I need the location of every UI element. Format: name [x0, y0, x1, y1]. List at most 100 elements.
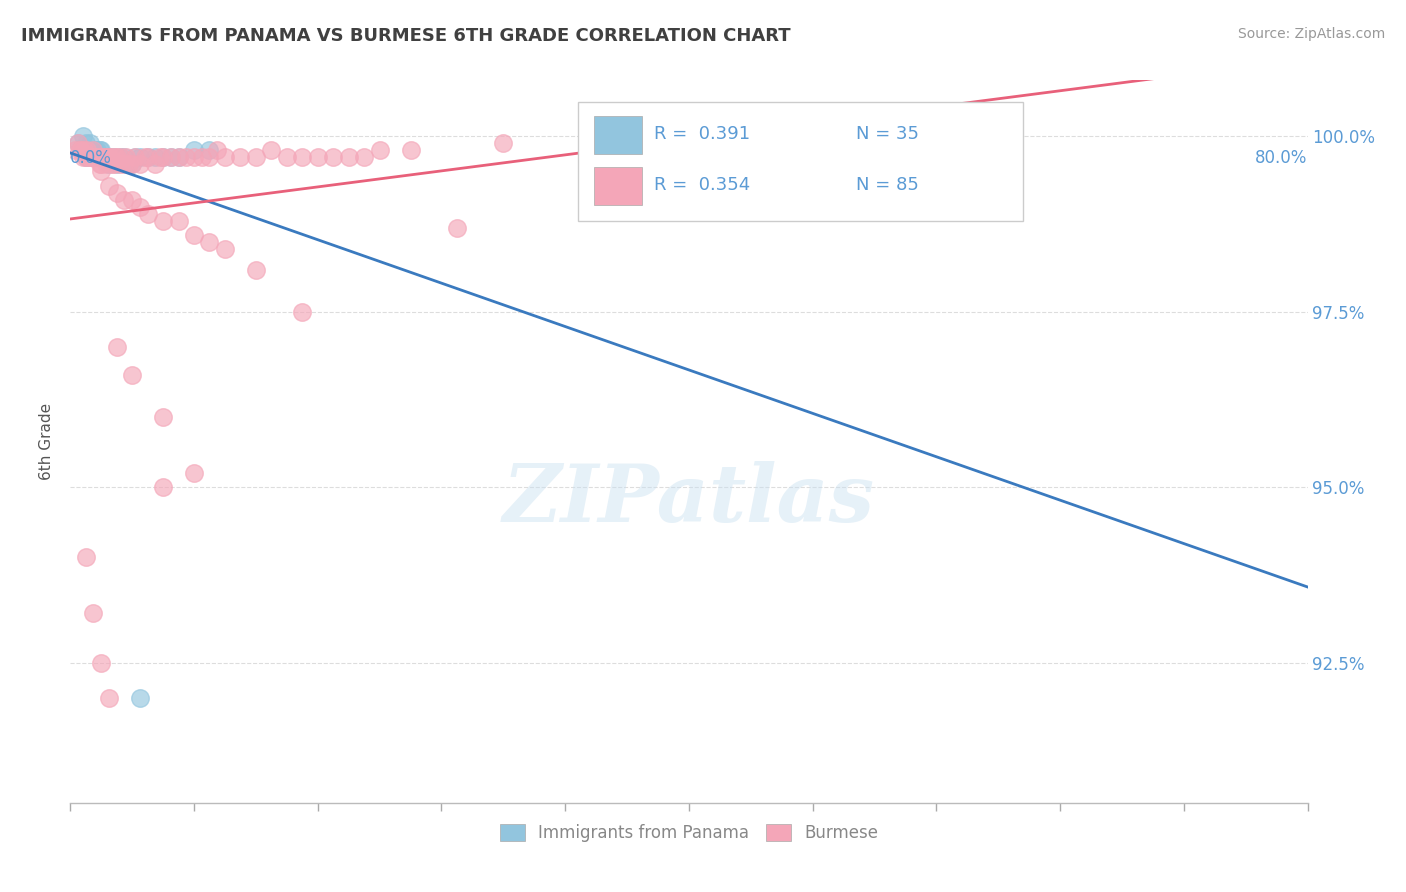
Point	[214, 151, 236, 165]
Point	[124, 151, 146, 165]
Point	[75, 550, 97, 565]
Point	[337, 151, 360, 165]
Point	[98, 178, 120, 193]
Point	[84, 151, 107, 165]
Text: R =  0.354: R = 0.354	[654, 176, 751, 194]
Point	[167, 151, 190, 165]
Point	[291, 305, 314, 319]
Point	[70, 144, 93, 158]
Point	[108, 151, 131, 165]
Text: 0.0%: 0.0%	[70, 149, 112, 167]
Point	[129, 200, 152, 214]
Point	[91, 151, 114, 165]
Point	[67, 136, 90, 151]
Point	[90, 151, 112, 165]
Point	[75, 151, 97, 165]
Point	[91, 151, 114, 165]
Point	[183, 151, 205, 165]
Point	[103, 157, 125, 171]
Point	[276, 151, 298, 165]
Point	[118, 157, 141, 171]
Point	[82, 144, 105, 158]
Point	[86, 151, 108, 165]
Point	[149, 151, 172, 165]
Point	[136, 151, 159, 165]
Point	[368, 144, 391, 158]
Point	[492, 136, 515, 151]
Point	[90, 151, 112, 165]
Point	[167, 213, 190, 227]
Point	[124, 151, 146, 165]
Point	[198, 144, 221, 158]
Point	[103, 151, 125, 165]
Point	[134, 151, 156, 165]
Point	[93, 151, 115, 165]
Point	[87, 151, 110, 165]
Point	[145, 151, 166, 165]
Point	[105, 151, 128, 165]
Point	[245, 262, 267, 277]
Point	[69, 144, 91, 158]
Point	[307, 151, 329, 165]
Point	[90, 144, 112, 158]
Point	[160, 151, 183, 165]
Point	[121, 368, 143, 382]
Point	[198, 151, 221, 165]
Text: R =  0.391: R = 0.391	[654, 126, 751, 144]
Point	[214, 242, 236, 256]
Point	[245, 151, 267, 165]
Point	[94, 151, 117, 165]
Point	[322, 151, 344, 165]
Point	[72, 151, 94, 165]
Point	[145, 157, 166, 171]
Y-axis label: 6th Grade: 6th Grade	[39, 403, 55, 480]
Point	[136, 151, 159, 165]
Point	[129, 690, 152, 705]
Point	[129, 151, 152, 165]
Point	[198, 235, 221, 249]
Point	[90, 157, 112, 171]
Point	[152, 151, 174, 165]
Point	[183, 144, 205, 158]
Point	[82, 151, 105, 165]
Point	[118, 157, 141, 171]
Text: 80.0%: 80.0%	[1256, 149, 1308, 167]
Point	[96, 151, 118, 165]
Text: Source: ZipAtlas.com: Source: ZipAtlas.com	[1237, 27, 1385, 41]
Point	[183, 466, 205, 480]
Point	[98, 690, 120, 705]
Point	[100, 151, 122, 165]
Point	[75, 151, 97, 165]
Point	[77, 151, 100, 165]
Point	[191, 151, 214, 165]
Point	[105, 186, 128, 200]
Point	[105, 157, 128, 171]
Point	[98, 157, 120, 171]
Point	[110, 151, 132, 165]
Point	[87, 151, 110, 165]
Point	[79, 136, 101, 151]
Text: ZIPatlas: ZIPatlas	[503, 460, 875, 538]
Point	[72, 129, 94, 144]
Point	[82, 151, 105, 165]
Point	[152, 151, 174, 165]
Point	[114, 151, 135, 165]
Point	[121, 157, 143, 171]
Point	[90, 164, 112, 178]
Point	[152, 409, 174, 424]
Point	[77, 144, 100, 158]
Text: IMMIGRANTS FROM PANAMA VS BURMESE 6TH GRADE CORRELATION CHART: IMMIGRANTS FROM PANAMA VS BURMESE 6TH GR…	[21, 27, 790, 45]
Point	[90, 656, 112, 670]
Point	[121, 193, 143, 207]
Point	[98, 151, 120, 165]
Point	[152, 213, 174, 227]
Point	[446, 220, 468, 235]
Point	[89, 157, 111, 171]
Point	[160, 151, 183, 165]
Point	[73, 144, 96, 158]
FancyBboxPatch shape	[593, 117, 643, 154]
Point	[101, 157, 124, 171]
Point	[108, 157, 131, 171]
Point	[93, 151, 115, 165]
Point	[79, 151, 101, 165]
